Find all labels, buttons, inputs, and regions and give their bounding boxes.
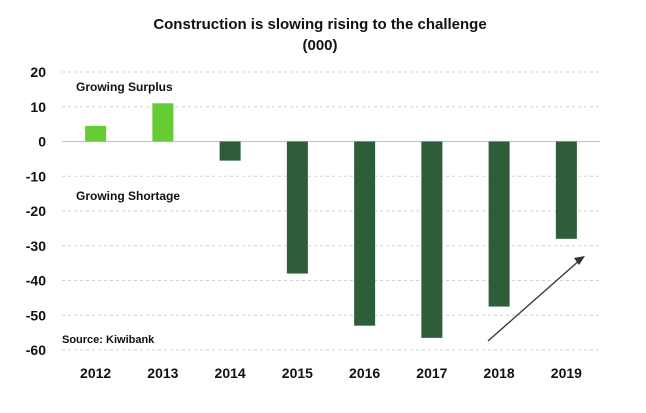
- x-tick-label-2017: 2017: [416, 365, 447, 381]
- trend-arrowhead: [574, 256, 585, 265]
- bars: [85, 103, 577, 338]
- y-tick-label: -50: [26, 307, 46, 323]
- annotation-growing-surplus: Growing Surplus: [76, 80, 173, 94]
- bar-2017: [421, 141, 443, 338]
- gridlines: [62, 71, 600, 351]
- y-tick-label: 0: [38, 134, 46, 150]
- chart-subtitle: (000): [302, 37, 337, 54]
- source-note: Source: Kiwibank: [62, 334, 155, 346]
- bar-2014: [219, 141, 241, 161]
- y-tick-label: -40: [26, 273, 46, 289]
- bar-2016: [354, 141, 376, 326]
- trend-arrow: [487, 258, 582, 342]
- x-tick-label-2016: 2016: [349, 365, 380, 381]
- y-tick-label: -30: [26, 238, 46, 254]
- annotation-growing-shortage: Growing Shortage: [76, 189, 180, 203]
- y-tick-label: -20: [26, 203, 46, 219]
- y-tick-label: 20: [30, 64, 46, 80]
- bar-2019: [555, 141, 577, 239]
- x-tick-label-2018: 2018: [484, 365, 515, 381]
- y-tick-label: -10: [26, 168, 46, 184]
- x-tick-label-2019: 2019: [551, 365, 582, 381]
- bar-2018: [488, 141, 510, 307]
- y-tick-label: -60: [26, 342, 46, 358]
- bar-2012: [85, 125, 107, 142]
- x-tick-label-2015: 2015: [282, 365, 313, 381]
- y-tick-label: 10: [30, 99, 46, 115]
- bar-2015: [286, 141, 308, 274]
- x-axis-ticks: 2012 2013 2014 2015 2016 2017 2018 2019: [80, 365, 582, 381]
- x-tick-label-2013: 2013: [147, 365, 178, 381]
- chart-title: Construction is slowing rising to the ch…: [153, 16, 486, 33]
- bar-2013: [152, 103, 174, 142]
- x-tick-label-2012: 2012: [80, 365, 111, 381]
- x-tick-label-2014: 2014: [215, 365, 246, 381]
- y-axis-ticks: 20 10 0 -10 -20 -30 -40 -50 -60: [26, 64, 46, 358]
